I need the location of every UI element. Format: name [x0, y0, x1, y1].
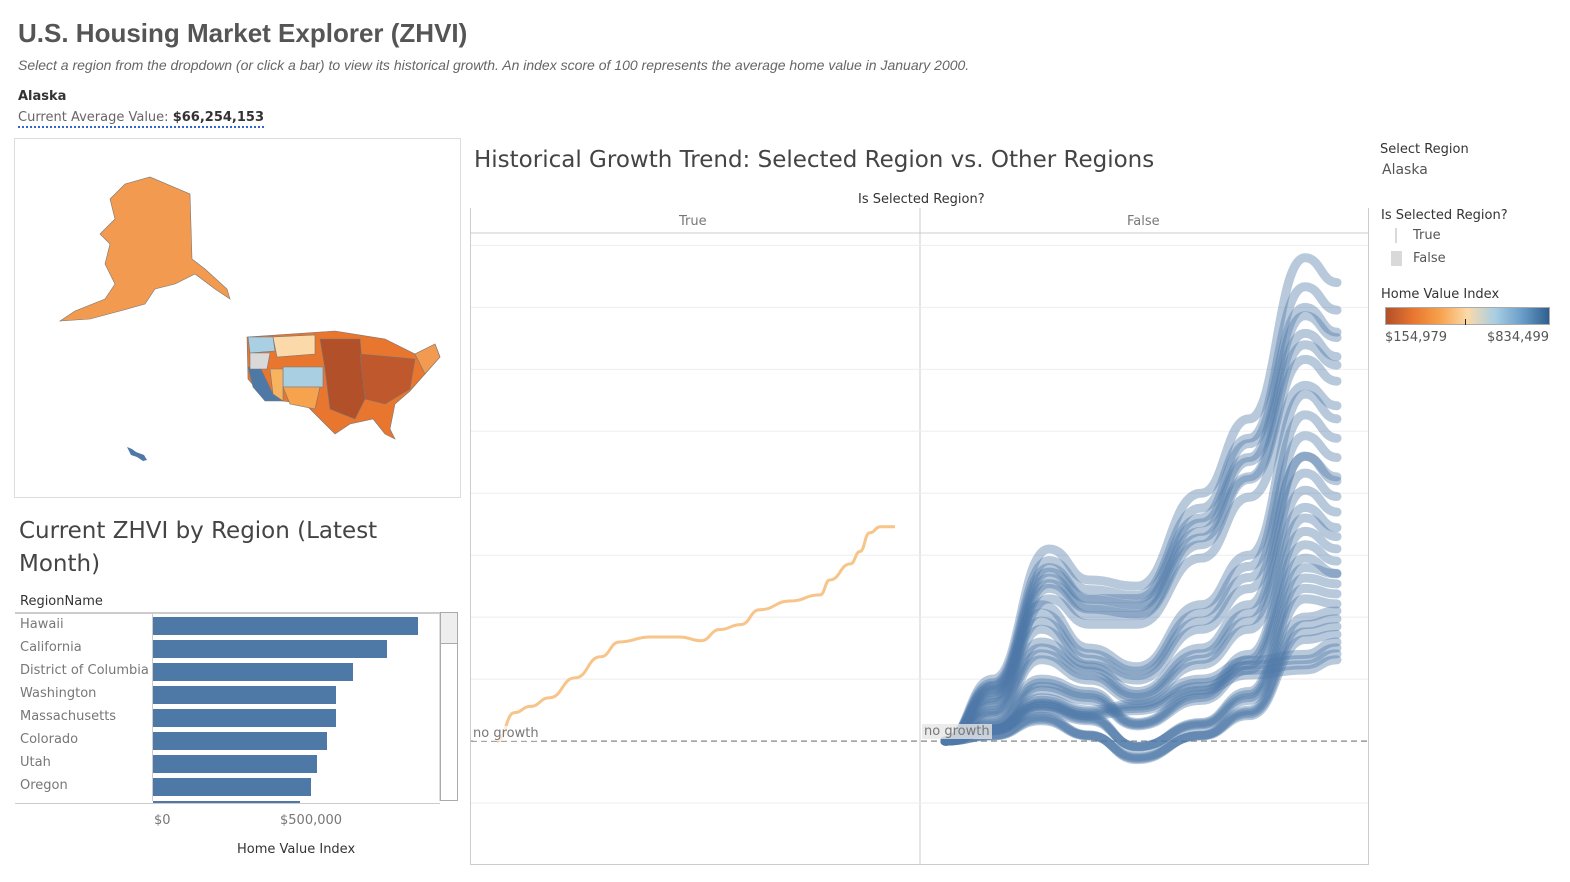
bar-row[interactable]: Oregon: [15, 775, 440, 798]
legend-title: Is Selected Region?: [1381, 208, 1508, 223]
x-tick-500000: $500,000: [280, 813, 343, 828]
bar-row[interactable]: Hawaii: [15, 614, 440, 637]
other-region-line: [940, 451, 1342, 746]
bar[interactable]: [153, 801, 300, 803]
color-gradient-legend: [1385, 307, 1550, 325]
bar-label: Massachusetts: [20, 709, 117, 724]
other-region-line: [940, 540, 1342, 746]
x-tick-0: $0: [154, 813, 171, 828]
no-growth-label-true: no growth: [473, 726, 539, 741]
color-min-label: $154,979: [1385, 330, 1448, 345]
other-region-line: [940, 452, 1342, 746]
gradient-midpoint-tick: [1465, 319, 1466, 325]
avg-value: $66,254,153: [172, 110, 264, 125]
bar[interactable]: [153, 663, 354, 681]
other-region-line: [940, 502, 1342, 746]
bar-label: California: [20, 640, 82, 655]
legend-false-swatch: [1391, 251, 1402, 266]
other-region-line: [940, 410, 1342, 746]
other-region-line: [940, 649, 1342, 746]
bar-x-axis-label: Home Value Index: [237, 842, 356, 857]
bar-label: Colorado: [20, 732, 79, 747]
other-region-line: [940, 311, 1342, 746]
select-region-dropdown[interactable]: Alaska: [1382, 162, 1428, 178]
bar[interactable]: [153, 732, 328, 750]
map-contiguous-us[interactable]: [246, 330, 441, 440]
bar-label: District of Columbia: [20, 663, 149, 678]
bar-plot-frame: [152, 612, 440, 801]
legend-true-swatch: [1395, 228, 1397, 243]
region-name-header: RegionName: [20, 594, 103, 609]
line-chart-title: Historical Growth Trend: Selected Region…: [474, 147, 1155, 173]
bar-row[interactable]: California: [15, 637, 440, 660]
bar-chart[interactable]: Hawaii California District of Columbia Wash…: [15, 612, 440, 804]
facet-header: Is Selected Region?: [858, 192, 985, 207]
bar-row[interactable]: Colorado: [15, 729, 440, 752]
other-region-line: [940, 431, 1342, 746]
bar-chart-scrollbar[interactable]: [440, 612, 458, 801]
other-region-line: [940, 302, 1342, 746]
bar[interactable]: [153, 709, 336, 727]
color-legend-title: Home Value Index: [1381, 287, 1500, 302]
bar[interactable]: [153, 640, 387, 658]
other-region-line: [940, 354, 1342, 746]
selected-region-name: Alaska: [18, 89, 67, 104]
dashboard-subtitle: Select a region from the dropdown (or cl…: [18, 57, 970, 73]
other-region-line: [940, 282, 1342, 746]
bar-row[interactable]: Washington: [15, 683, 440, 706]
other-region-line: [940, 468, 1342, 746]
color-max-label: $834,499: [1487, 330, 1550, 345]
other-region-line: [940, 573, 1342, 752]
bar[interactable]: [153, 778, 311, 796]
other-region-line: [940, 606, 1342, 765]
legend-true-label[interactable]: True: [1413, 228, 1441, 243]
scrollbar-thumb[interactable]: [441, 613, 457, 644]
bar-row[interactable]: [15, 798, 440, 803]
facet-true-label: True: [679, 214, 707, 229]
choropleth-map[interactable]: [14, 138, 461, 498]
other-region-line: [940, 380, 1342, 746]
no-growth-label-false: no growth: [922, 724, 992, 739]
other-region-line: [940, 563, 1342, 752]
map-state-hawaii[interactable]: [127, 447, 147, 461]
bar[interactable]: [153, 686, 336, 704]
facet-false-label: False: [1127, 214, 1160, 229]
bar[interactable]: [153, 755, 317, 773]
bar-label: Oregon: [20, 778, 68, 793]
bar-label: Washington: [20, 686, 97, 701]
other-region-line: [940, 583, 1342, 752]
other-region-line: [940, 526, 1342, 746]
bar-label: Hawaii: [20, 617, 64, 632]
other-region-line: [940, 594, 1342, 751]
other-region-line: [940, 553, 1342, 746]
bar-chart-title: Current ZHVI by Region (Latest Month): [19, 518, 378, 577]
other-region-line: [940, 389, 1342, 746]
select-region-label: Select Region: [1380, 142, 1469, 157]
bar-label: Utah: [20, 755, 51, 770]
bar-row[interactable]: District of Columbia: [15, 660, 440, 683]
other-region-line: [940, 328, 1342, 746]
selected-region-line: [496, 525, 895, 743]
other-region-line: [940, 513, 1342, 746]
current-average-value: Current Average Value: $66,254,153: [18, 110, 264, 128]
other-region-line: [940, 643, 1342, 746]
other-region-line: [940, 629, 1342, 761]
other-region-line: [940, 253, 1342, 746]
other-region-line: [940, 655, 1342, 746]
map-state-alaska[interactable]: [58, 176, 231, 322]
other-region-line: [940, 622, 1342, 762]
bar-row[interactable]: Massachusetts: [15, 706, 440, 729]
dashboard-title: U.S. Housing Market Explorer (ZHVI): [18, 18, 468, 48]
bar-row[interactable]: Utah: [15, 752, 440, 775]
other-region-line: [940, 340, 1342, 746]
avg-label: Current Average Value:: [18, 110, 169, 125]
legend-false-label[interactable]: False: [1413, 251, 1446, 266]
other-region-line: [940, 637, 1342, 746]
bar[interactable]: [153, 617, 418, 635]
other-region-line: [940, 614, 1342, 764]
other-region-line: [940, 485, 1342, 746]
